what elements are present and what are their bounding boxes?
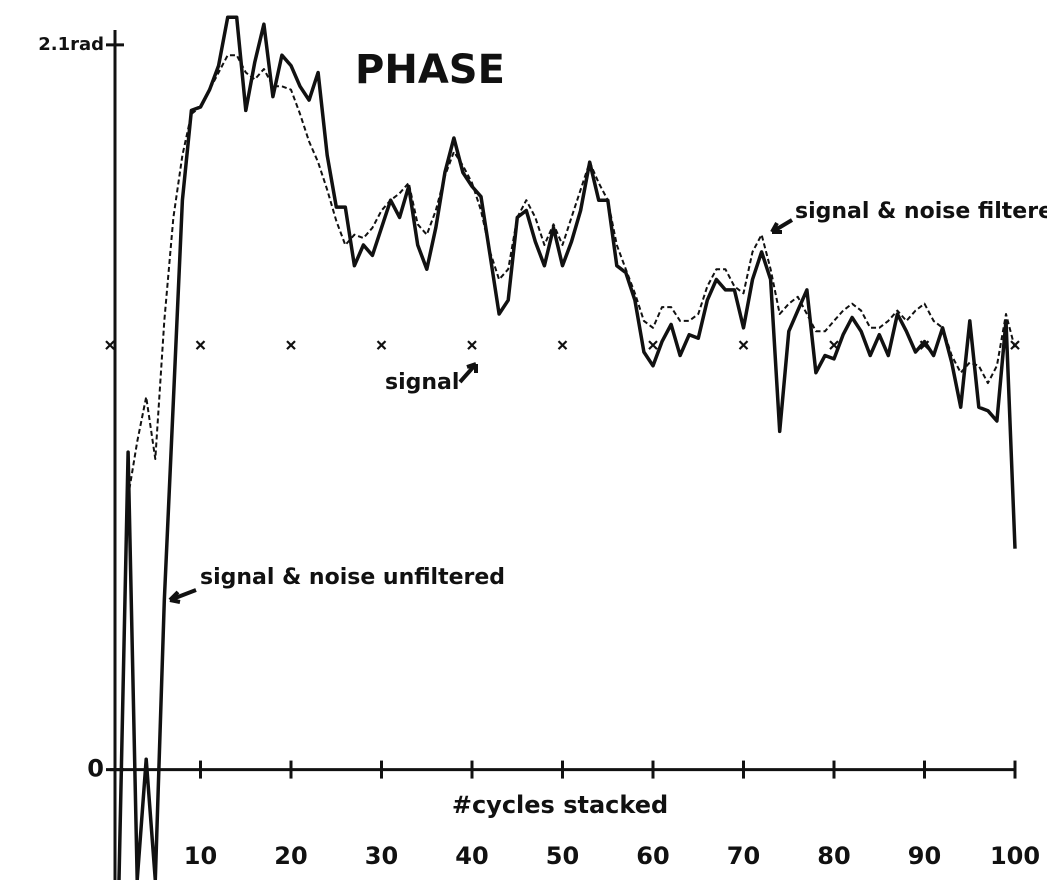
x-tick-label: 40 (455, 842, 488, 870)
signal-marker (105, 340, 115, 350)
arrow (458, 362, 478, 384)
signal-marker (286, 340, 296, 350)
x-tick-label: 100 (990, 842, 1040, 870)
x-tick-label: 70 (727, 842, 760, 870)
annotation: signal & noise unfiltered (200, 565, 505, 590)
x-tick-label: 10 (184, 842, 217, 870)
x-tick-label: 90 (908, 842, 941, 870)
signal-marker (376, 340, 387, 350)
x-tick-label: 50 (546, 842, 579, 870)
x-tick-label: 20 (274, 842, 307, 870)
x-tick-label: 30 (365, 842, 398, 870)
annotation: signal (385, 370, 459, 395)
signal-marker (557, 340, 568, 350)
x-tick-label: 60 (636, 842, 669, 870)
arrow (770, 218, 794, 234)
signal-marker (1010, 340, 1020, 350)
annotation: signal & noise filtered (795, 199, 1047, 224)
chart-title: PHASE (355, 47, 505, 93)
y-tick-label: 0 (87, 755, 104, 783)
filtered-line (127, 54, 1016, 498)
unfiltered-line (117, 15, 1017, 880)
signal-marker (829, 340, 839, 350)
arrow (168, 588, 197, 604)
signal-marker (738, 340, 749, 350)
x-tick-label: 80 (817, 842, 850, 870)
y-tick-label: 2.1rad (38, 34, 104, 55)
signal-marker (195, 340, 206, 350)
signal-marker (919, 340, 930, 350)
signal-marker (648, 340, 658, 350)
signal-marker (467, 340, 477, 350)
x-axis-label: #cycles stacked (452, 791, 668, 819)
